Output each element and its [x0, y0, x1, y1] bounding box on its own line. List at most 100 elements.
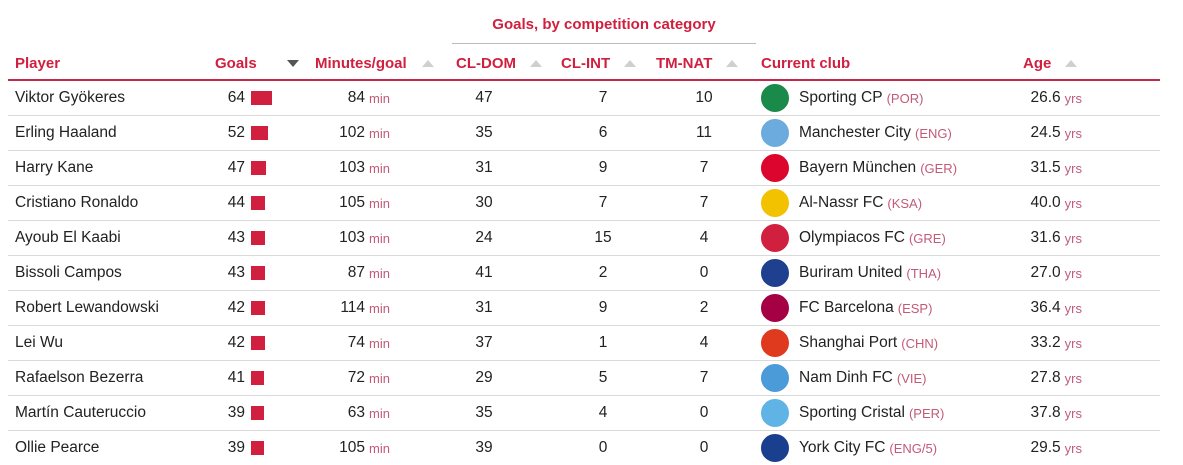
- table-row: Rafaelson Bezerra 41 72 min 29 5 7 Nam Dinh FC(…: [8, 361, 1160, 396]
- club-logo-cell: [760, 186, 790, 220]
- tm-nat-value: 7: [699, 159, 709, 176]
- club-country: (ENG/5): [889, 440, 938, 456]
- club-name: Olympiacos FC: [799, 229, 905, 246]
- club-country: (THA): [906, 265, 942, 281]
- minutes-unit: min: [369, 160, 390, 176]
- goals-value: 39: [227, 439, 245, 456]
- player-name: Harry Kane: [15, 159, 94, 176]
- player-name: Erling Haaland: [15, 124, 117, 141]
- player-name: Cristiano Ronaldo: [15, 194, 139, 211]
- goals-bar-cell: [251, 431, 264, 465]
- sort-asc-icon[interactable]: [421, 59, 434, 67]
- sort-asc-icon[interactable]: [1065, 59, 1078, 67]
- goals-value: 41: [227, 369, 245, 386]
- tm-nat-value: 10: [695, 89, 713, 106]
- club: FC Barcelona (ESP): [799, 291, 932, 325]
- table-row: Lei Wu 42 74 min 37 1 4 Shanghai Port (CHN) 33.2 y…: [8, 326, 1160, 361]
- cl-int-header-label: CL-INT: [561, 54, 611, 72]
- club-logo-cell: [760, 151, 790, 185]
- age-value: 31.6: [1030, 229, 1061, 246]
- age: 33.2 yrs: [1008, 326, 1082, 360]
- header-divider: [8, 79, 1160, 81]
- sort-desc-icon[interactable]: [286, 59, 299, 67]
- buriram-united-crest-icon: [761, 259, 789, 287]
- column-header-current-club[interactable]: Current club: [761, 53, 850, 73]
- sporting-cristal-crest-icon: [761, 399, 789, 427]
- cl-int-value: 7: [598, 194, 608, 211]
- shanghai-port-crest-icon: [761, 329, 789, 357]
- column-header-cl-dom[interactable]: CL-DOM: [456, 53, 542, 73]
- goals-bar: [251, 266, 265, 280]
- player-name: Rafaelson Bezerra: [15, 369, 144, 386]
- tm-nat-value: 4: [699, 334, 709, 351]
- goals-bar-cell: [251, 186, 265, 220]
- player-name: Martín Cauteruccio: [15, 404, 146, 421]
- goals-value: 47: [227, 159, 245, 176]
- minutes-header-label: Minutes/goal: [315, 54, 407, 72]
- age-value: 27.0: [1030, 264, 1061, 281]
- goals-value: 43: [227, 264, 245, 281]
- minutes-value: 74: [347, 334, 366, 351]
- goals-bar: [251, 231, 265, 245]
- club-country: (GRE): [908, 230, 946, 246]
- age: 31.5 yrs: [1008, 151, 1082, 185]
- goals-value: 39: [227, 404, 245, 421]
- minutes-per-goal: 84 min: [298, 81, 390, 115]
- cl-dom-value: 41: [475, 264, 493, 281]
- column-header-cl-int[interactable]: CL-INT: [561, 53, 637, 73]
- table-row: Ollie Pearce 39 105 min 39 0 0 York City FC (ENG…: [8, 431, 1160, 465]
- goals-group-divider: [452, 43, 756, 44]
- tm-nat-value: 7: [699, 194, 709, 211]
- club: Nam Dinh FC (VIE): [799, 361, 927, 395]
- goals-bar-cell: [251, 361, 264, 395]
- sort-asc-icon[interactable]: [530, 59, 542, 67]
- age-unit: yrs: [1064, 370, 1082, 386]
- club-name: Shanghai Port: [799, 334, 898, 351]
- minutes-value: 103: [339, 229, 366, 246]
- table-row: Cristiano Ronaldo 44 105 min 30 7 7 Al-Nassr FC…: [8, 186, 1160, 221]
- club-logo-cell: [760, 291, 790, 325]
- club: Sporting CP (POR): [799, 81, 923, 115]
- cl-dom-value: 24: [475, 229, 493, 246]
- goals-bar: [251, 91, 272, 105]
- club-name: Sporting CP: [799, 89, 883, 106]
- column-header-goals[interactable]: Goals: [215, 53, 299, 73]
- goals-bar: [251, 371, 264, 385]
- nam-dinh-crest-icon: [761, 364, 789, 392]
- minutes-per-goal: 105 min: [298, 186, 390, 220]
- age-value: 27.8: [1030, 369, 1061, 386]
- manchester-city-crest-icon: [761, 119, 789, 147]
- goals-bar: [251, 336, 265, 350]
- minutes-unit: min: [369, 90, 390, 106]
- cl-dom-value: 31: [475, 299, 493, 316]
- table-row: Erling Haaland 52 102 min 35 6 11 Manchester Ci…: [8, 116, 1160, 151]
- age-value: 26.6: [1030, 89, 1061, 106]
- sort-asc-icon[interactable]: [726, 59, 739, 67]
- age-unit: yrs: [1064, 230, 1082, 246]
- minutes-value: 63: [347, 404, 366, 421]
- cl-dom-value: 47: [475, 89, 493, 106]
- tm-nat-value: 7: [699, 369, 709, 386]
- column-header-age[interactable]: Age: [1023, 53, 1078, 73]
- cl-int-value: 2: [598, 264, 608, 281]
- age-value: 36.4: [1030, 299, 1061, 316]
- player-name: Robert Lewandowski: [15, 299, 159, 316]
- club-logo-cell: [760, 396, 790, 430]
- table-row: Robert Lewandowski 42 114 min 31 9 2 FC Barcelo…: [8, 291, 1160, 326]
- age-value: 33.2: [1030, 334, 1061, 351]
- minutes-value: 84: [347, 89, 366, 106]
- column-header-player[interactable]: Player: [15, 53, 60, 73]
- sort-asc-icon[interactable]: [624, 59, 637, 67]
- club-country: (PER): [908, 405, 945, 421]
- goals-value: 44: [227, 194, 245, 211]
- minutes-unit: min: [369, 195, 390, 211]
- club-country: (POR): [886, 90, 924, 106]
- column-header-minutes-per-goal[interactable]: Minutes/goal: [315, 53, 434, 73]
- age-unit: yrs: [1064, 125, 1082, 141]
- player-name: Ayoub El Kaabi: [15, 229, 121, 246]
- cl-int-value: 6: [598, 124, 608, 141]
- minutes-per-goal: 103 min: [298, 151, 390, 185]
- cl-dom-value: 31: [475, 159, 493, 176]
- column-header-tm-nat[interactable]: TM-NAT: [656, 53, 739, 73]
- player-name: Viktor Gyökeres: [15, 89, 125, 106]
